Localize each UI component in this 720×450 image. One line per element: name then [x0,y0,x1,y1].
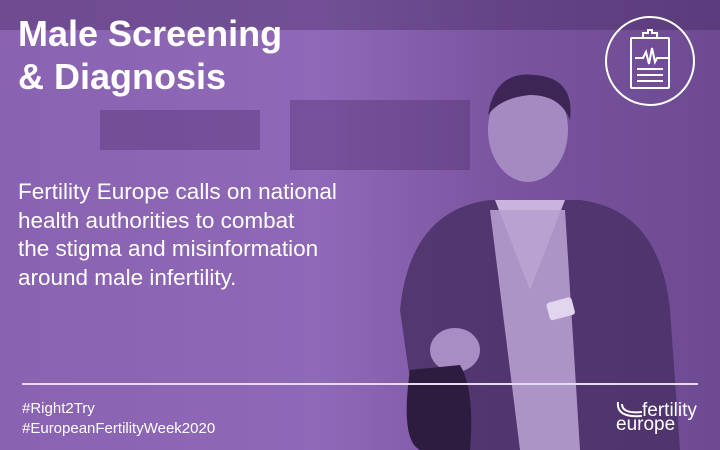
page-title: Male Screening & Diagnosis [18,12,282,98]
logo-text: fertility [642,400,697,421]
background-window [290,100,470,170]
clipboard-heartbeat-icon [605,16,695,106]
man-with-phone-photo [400,74,680,450]
fertility-europe-logo: fertility europe [612,398,708,438]
hashtag: #EuropeanFertilityWeek2020 [22,420,216,437]
hashtag: #Right2Try [22,400,95,417]
body-line: around male infertility. [18,264,237,290]
background-window [100,110,260,150]
title-line: & Diagnosis [18,56,227,97]
logo-text: europe [616,414,676,435]
logo-swoosh-icon [616,401,643,418]
title-line: Male Screening [18,13,283,54]
divider [22,383,698,385]
hashtags: #Right2Try #EuropeanFertilityWeek2020 [22,399,215,439]
body-line: health authorities to combat [18,207,295,233]
body-text: Fertility Europe calls on national healt… [18,178,418,292]
background-band [0,0,720,30]
body-line: Fertility Europe calls on national [18,179,337,204]
body-line: the stigma and misinformation [18,236,319,261]
